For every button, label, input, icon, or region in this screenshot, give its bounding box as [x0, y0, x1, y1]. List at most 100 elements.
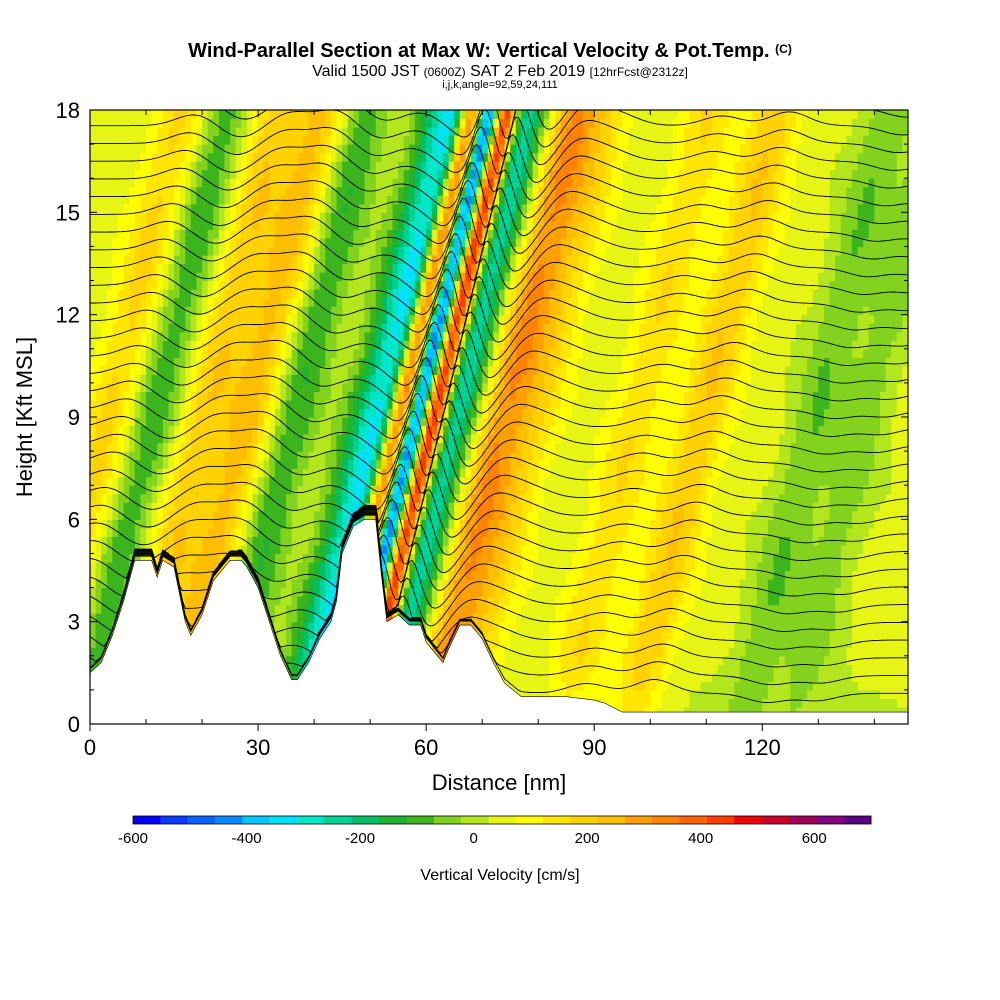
velocity-cell: [106, 553, 114, 563]
velocity-cell: [454, 510, 461, 520]
velocity-cell: [140, 434, 147, 444]
velocity-cell: [129, 510, 136, 520]
velocity-cell: [420, 110, 427, 120]
velocity-cell: [129, 417, 136, 427]
velocity-cell: [336, 289, 343, 299]
velocity-cell: [157, 272, 164, 282]
velocity-cell: [342, 323, 349, 333]
velocity-cell: [353, 237, 360, 248]
velocity-cell: [319, 169, 326, 179]
velocity-cell: [414, 365, 422, 375]
velocity-cell: [129, 399, 136, 410]
velocity-cell: [454, 297, 461, 307]
velocity-cell: [280, 186, 287, 196]
velocity-cell: [465, 280, 472, 290]
velocity-cell: [426, 263, 433, 273]
velocity-cell: [286, 621, 293, 631]
velocity-cell: [403, 254, 410, 265]
velocity-cell: [263, 289, 270, 299]
velocity-cell: [302, 502, 310, 512]
velocity-cell: [207, 570, 214, 580]
velocity-cell: [297, 561, 304, 572]
velocity-cell: [297, 263, 304, 273]
velocity-cell: [168, 212, 175, 222]
velocity-cell: [246, 331, 254, 341]
velocity-cell: [179, 544, 186, 555]
velocity-cell: [269, 382, 276, 393]
velocity-cell: [218, 229, 226, 239]
velocity-cell: [168, 289, 175, 299]
velocity-cell: [297, 425, 304, 435]
velocity-cell: [269, 280, 276, 290]
velocity-cell: [280, 596, 287, 606]
velocity-cell: [286, 254, 293, 265]
velocity-cell: [302, 280, 310, 290]
velocity-cell: [196, 246, 203, 256]
velocity-cell: [392, 382, 399, 393]
velocity-cell: [442, 144, 450, 154]
velocity-cell: [459, 323, 466, 333]
velocity-cell: [454, 272, 461, 282]
velocity-cell: [375, 237, 382, 248]
velocity-cell: [442, 127, 450, 137]
velocity-cell: [420, 374, 427, 384]
velocity-cell: [190, 110, 198, 120]
velocity-cell: [196, 314, 203, 324]
velocity-cell: [269, 485, 276, 495]
velocity-cell: [252, 135, 259, 145]
velocity-cell: [101, 417, 108, 427]
velocity-cell: [185, 510, 192, 520]
velocity-cell: [157, 169, 164, 179]
velocity-cell: [202, 519, 209, 529]
velocity-cell: [448, 110, 455, 120]
velocity-cell: [146, 314, 153, 324]
velocity-cell: [370, 263, 377, 273]
velocity-cell: [112, 246, 119, 256]
velocity-cell: [325, 365, 332, 375]
velocity-cell: [364, 468, 371, 478]
velocity-cell: [308, 399, 315, 410]
velocity-cell: [409, 220, 416, 230]
velocity-cell: [403, 348, 410, 358]
velocity-cell: [302, 314, 310, 324]
velocity-cell: [325, 442, 332, 452]
velocity-cell: [330, 527, 338, 537]
velocity-cell: [353, 331, 360, 341]
velocity-cell: [319, 195, 326, 205]
velocity-cell: [347, 110, 354, 120]
velocity-cell: [235, 297, 242, 307]
velocity-cell: [196, 604, 203, 614]
velocity-cell: [202, 527, 209, 537]
velocity-cell: [207, 527, 214, 537]
velocity-cell: [448, 561, 455, 572]
velocity-cell: [129, 272, 136, 282]
velocity-cell: [364, 408, 371, 418]
velocity-cell: [330, 314, 338, 324]
velocity-cell: [269, 118, 276, 128]
velocity-cell: [252, 195, 259, 205]
velocity-cell: [314, 229, 321, 239]
velocity-cell: [392, 331, 399, 341]
velocity-cell: [174, 493, 181, 503]
velocity-cell: [454, 357, 461, 367]
velocity-cell: [336, 493, 343, 503]
velocity-cell: [426, 186, 433, 196]
velocity-cell: [123, 570, 130, 580]
velocity-cell: [342, 135, 349, 145]
velocity-cell: [280, 127, 287, 137]
velocity-cell: [319, 220, 326, 230]
velocity-cell: [330, 178, 338, 188]
velocity-cell: [286, 544, 293, 555]
velocity-cell: [101, 519, 108, 529]
velocity-cell: [403, 502, 410, 512]
velocity-cell: [190, 451, 198, 461]
velocity-cell: [213, 195, 220, 205]
velocity-cell: [330, 169, 338, 179]
velocity-cell: [420, 570, 427, 580]
velocity-cell: [353, 348, 360, 358]
velocity-cell: [168, 417, 175, 427]
velocity-cell: [431, 459, 438, 469]
velocity-cell: [151, 442, 158, 452]
velocity-cell: [90, 314, 97, 324]
velocity-cell: [470, 144, 478, 154]
